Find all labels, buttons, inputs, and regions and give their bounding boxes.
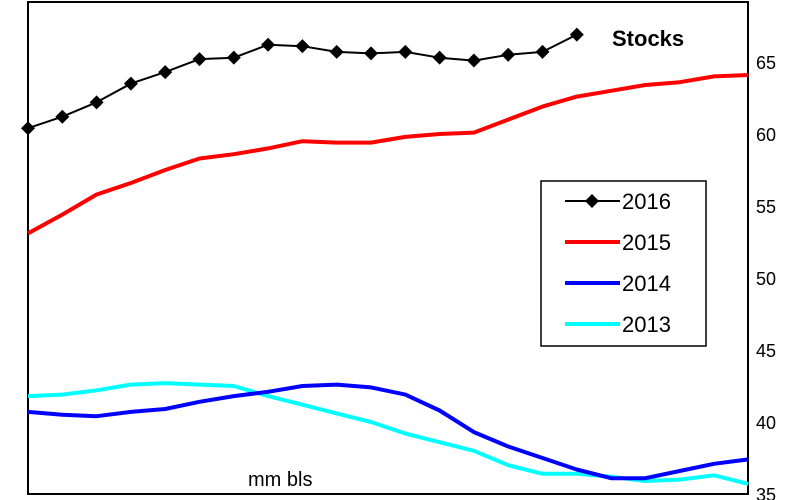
point-2016-14: [466, 53, 481, 68]
legend-label-2013: 2013: [622, 312, 671, 337]
point-2016-8: [261, 37, 276, 52]
legend-label-2015: 2015: [622, 230, 671, 255]
unit-label: mm bls: [248, 469, 312, 491]
point-2016-12: [398, 44, 413, 59]
y-tick-label-60: 60: [756, 125, 776, 145]
legend-label-2016: 2016: [622, 189, 671, 214]
y-axis: 35 40 45 50 55 60 65: [756, 53, 776, 500]
point-2016-10: [329, 44, 344, 59]
point-2016-7: [226, 50, 241, 65]
legend-items: 2016 2015 2014 2013: [565, 189, 671, 337]
y-tick-label-35: 35: [756, 485, 776, 500]
point-2016-3: [89, 95, 104, 110]
point-2016-16: [535, 44, 550, 59]
point-2016-11: [364, 46, 378, 61]
y-tick-label-55: 55: [756, 197, 776, 217]
point-2016-6: [192, 52, 207, 67]
legend-marker-2016: [585, 194, 599, 208]
point-2016-15: [501, 47, 516, 62]
series-layer: [21, 27, 749, 486]
point-2016-17: [569, 27, 584, 42]
point-2016-5: [158, 65, 173, 80]
y-tick-label-50: 50: [756, 269, 776, 289]
legend-label-2014: 2014: [622, 271, 671, 296]
legend-box: [540, 180, 707, 347]
point-2016-13: [432, 50, 447, 65]
y-tick-label-65: 65: [756, 53, 776, 73]
chart-title: Stocks: [612, 26, 684, 51]
series-line-2014: [27, 382, 749, 481]
series-line-2015: [27, 73, 749, 236]
legend: 2016 2015 2014 2013: [540, 180, 707, 347]
point-2016-1: [21, 121, 35, 136]
point-2016-9: [295, 39, 310, 54]
y-tick-label-45: 45: [756, 341, 776, 361]
point-2016-4: [123, 76, 138, 91]
y-tick-label-40: 40: [756, 413, 776, 433]
point-2016-2: [55, 109, 70, 124]
